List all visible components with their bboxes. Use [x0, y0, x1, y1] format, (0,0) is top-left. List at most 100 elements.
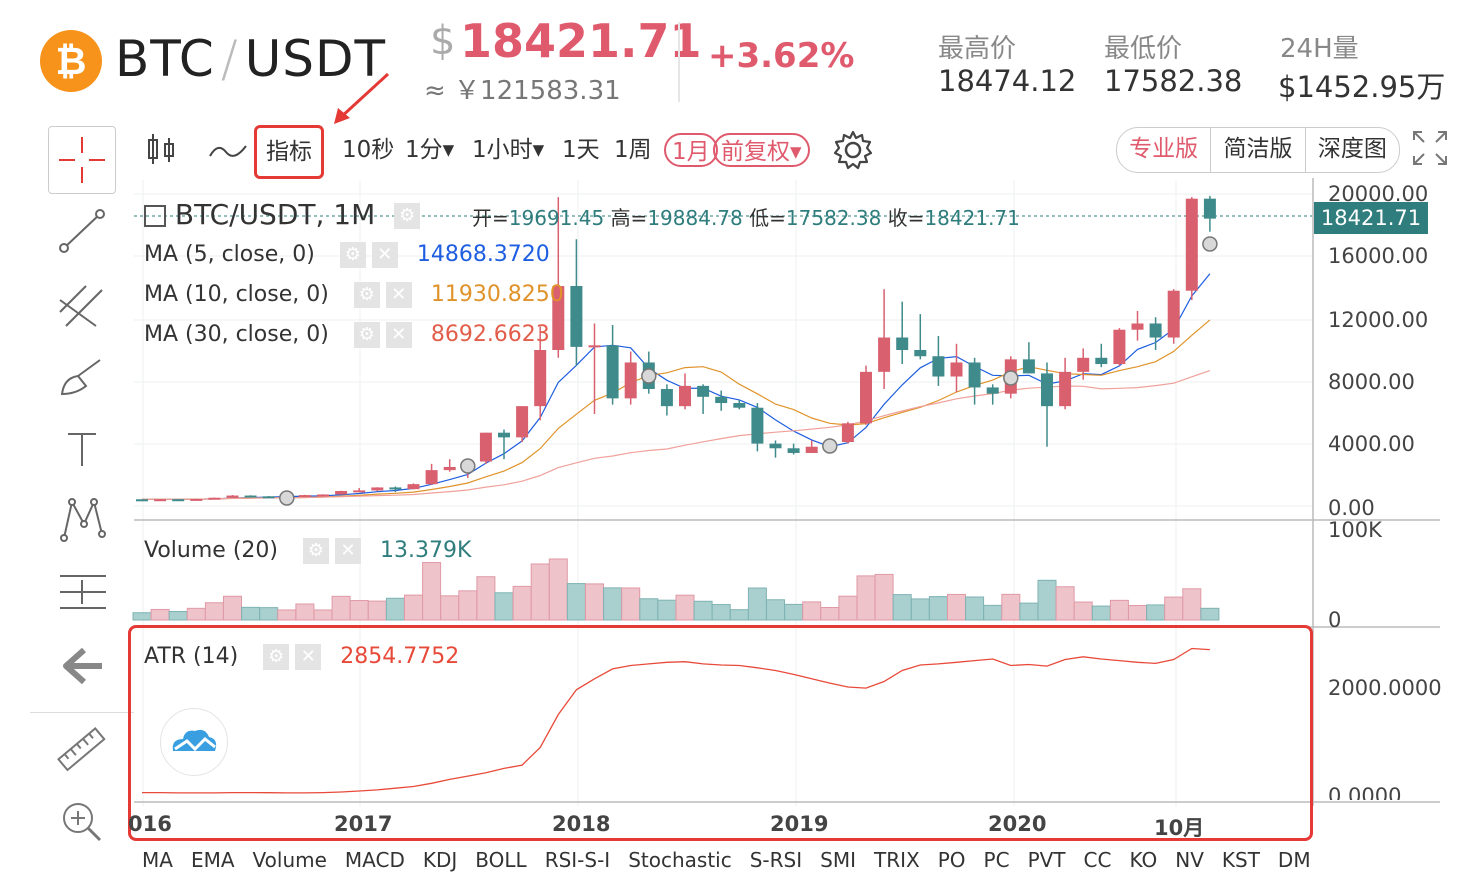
stat-volume-value: $1452.95万 — [1278, 70, 1446, 104]
candle-down — [932, 356, 945, 377]
volume-bar-up — [458, 590, 478, 621]
indicator-tab-rsi-s-i[interactable]: RSI-S-I — [544, 848, 611, 872]
volume-bar-up — [1182, 588, 1202, 621]
indicator-tab-kdj[interactable]: KDJ — [422, 848, 458, 872]
gear-icon[interactable]: ⚙ — [263, 644, 290, 670]
atr-legend: ATR (14) ⚙ ✕ 2854.7752 — [144, 644, 460, 670]
trendline-tool-icon[interactable] — [56, 206, 108, 256]
indicator-tab-pc[interactable]: PC — [983, 848, 1010, 872]
gear-icon[interactable]: ⚙ — [353, 282, 380, 308]
volume-bar-down — [1037, 579, 1057, 621]
volume-bar-down — [603, 587, 623, 621]
indicator-tab-macd[interactable]: MACD — [344, 848, 405, 872]
close-icon[interactable]: ✕ — [295, 644, 322, 670]
view-depth-tab[interactable]: 深度图 — [1317, 136, 1387, 162]
volume-bar-down — [639, 598, 659, 621]
event-marker — [460, 458, 476, 474]
ma5-legend: MA (5, close, 0) ⚙ ✕ 14868.3720 — [144, 242, 550, 268]
brush-tool-icon[interactable] — [56, 356, 108, 400]
collapse-arrow-icon[interactable] — [62, 646, 106, 686]
candle-down — [172, 499, 185, 502]
volume-bar-down — [711, 604, 731, 621]
interval-10s[interactable]: 10秒 — [342, 137, 395, 163]
indicator-tab-ma[interactable]: MA — [142, 848, 173, 872]
price-axis-label: 4000.00 — [1328, 432, 1415, 456]
indicator-tab-po[interactable]: PO — [937, 848, 966, 872]
candle-up — [624, 362, 637, 399]
event-marker — [1202, 236, 1218, 252]
close-icon[interactable]: ✕ — [371, 242, 398, 268]
indicator-tab-cc[interactable]: CC — [1083, 848, 1112, 872]
close-icon[interactable]: ✕ — [385, 322, 412, 348]
close-icon[interactable]: ✕ — [385, 282, 412, 308]
time-axis-label: 2017 — [334, 812, 393, 836]
adjust-dropdown[interactable]: 前复权▾ — [713, 133, 810, 167]
volume-bar-down — [657, 599, 677, 621]
time-axis-label: 2020 — [988, 812, 1047, 836]
ruler-tool-icon[interactable] — [54, 724, 110, 776]
volume-bar-down — [693, 600, 713, 621]
crosshair-tool[interactable] — [48, 126, 116, 194]
indicator-tab-dm[interactable]: DM — [1277, 848, 1311, 872]
candle-up — [841, 423, 854, 443]
text-tool-icon[interactable] — [62, 428, 102, 470]
candle-up — [425, 470, 438, 485]
indicator-tab-smi[interactable]: SMI — [820, 848, 856, 872]
fullscreen-icon[interactable] — [1410, 128, 1450, 168]
volume-bar-up — [512, 585, 532, 621]
indicator-tab-trix[interactable]: TRIX — [874, 848, 920, 872]
candlestick-type-icon[interactable] — [145, 132, 177, 166]
indicator-tab-stochastic[interactable]: Stochastic — [628, 848, 732, 872]
zoom-in-icon[interactable] — [58, 798, 104, 844]
time-axis-label: 016 — [128, 812, 172, 836]
indicator-tab-boll[interactable]: BOLL — [475, 848, 527, 872]
candle-up — [335, 491, 348, 495]
parallel-channel-tool-icon[interactable] — [56, 282, 108, 332]
candle-up — [208, 497, 221, 500]
candle-down — [389, 487, 402, 490]
indicator-tab-s-rsi[interactable]: S-RSI — [749, 848, 803, 872]
indicator-tab-pvt[interactable]: PVT — [1027, 848, 1066, 872]
volume-bar-down — [892, 594, 912, 621]
gear-icon[interactable]: ⚙ — [353, 322, 380, 348]
indicator-tab-volume[interactable]: Volume — [252, 848, 327, 872]
indicator-tab-ko[interactable]: KO — [1129, 848, 1158, 872]
volume-bar-down — [241, 606, 261, 621]
indicator-tab-nv[interactable]: NV — [1175, 848, 1204, 872]
view-simple-tab[interactable]: 简洁版 — [1211, 128, 1306, 172]
candle-down — [787, 448, 800, 453]
settings-gear-icon[interactable] — [832, 129, 874, 171]
candle-up — [1113, 329, 1126, 365]
indicator-tab-ema[interactable]: EMA — [190, 848, 235, 872]
cloud-logo-icon — [172, 729, 217, 752]
measure-tool-icon[interactable] — [56, 570, 110, 616]
indicator-tab-kst[interactable]: KST — [1221, 848, 1260, 872]
close-icon[interactable]: ✕ — [334, 538, 361, 564]
interval-1d[interactable]: 1天 — [562, 137, 600, 163]
volume-bar-down — [983, 604, 1003, 621]
ma30-legend: MA (30, close, 0) ⚙ ✕ 8692.6623 — [144, 322, 550, 348]
interval-1min[interactable]: 1分▾ — [405, 137, 455, 163]
interval-1w[interactable]: 1周 — [614, 137, 652, 163]
indicator-button[interactable]: 指标 — [254, 125, 324, 179]
interval-1m[interactable]: 1月 — [664, 133, 718, 167]
view-pro-tab[interactable]: 专业版 — [1117, 128, 1212, 172]
candle-down — [715, 396, 728, 404]
collapse-legend-icon[interactable] — [144, 205, 166, 227]
volume-bar-up — [422, 562, 442, 621]
stat-high-label: 最高价 — [938, 34, 1017, 64]
candle-down — [968, 362, 981, 388]
line-type-icon[interactable] — [208, 138, 248, 162]
volume-bar-down — [1019, 602, 1039, 621]
candle-up — [516, 406, 529, 438]
candle-down — [136, 499, 148, 502]
gear-icon[interactable]: ⚙ — [302, 538, 329, 564]
interval-1h[interactable]: 1小时▾ — [472, 137, 545, 163]
gear-icon[interactable]: ⚙ — [339, 242, 366, 268]
volume-bar-up — [313, 609, 333, 621]
gear-icon[interactable]: ⚙ — [394, 203, 421, 229]
pattern-tool-icon[interactable] — [58, 494, 108, 544]
cny-price: ≈ ￥121583.31 — [424, 76, 621, 106]
candle-down — [697, 385, 710, 397]
